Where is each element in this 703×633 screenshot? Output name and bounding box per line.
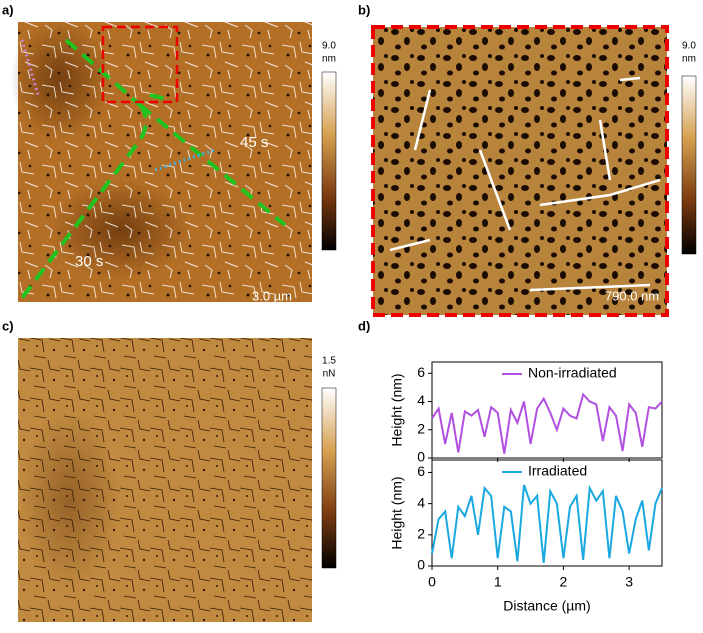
- legend-label: Irradiated: [528, 463, 587, 479]
- x-tick-label: 2: [560, 574, 568, 590]
- colorbar-unit: nN: [323, 369, 336, 380]
- colorbar-label: 1.5: [322, 356, 336, 367]
- x-axis-title: Distance (µm): [503, 598, 590, 614]
- colorbar-unit: nm: [322, 54, 336, 65]
- panel-a: [10, 20, 312, 307]
- panel-b: [371, 25, 669, 317]
- data-line: [431, 484, 663, 563]
- panel-c: [18, 338, 312, 622]
- y-tick-label: 2: [417, 526, 425, 542]
- panel-label: c): [2, 318, 14, 333]
- y-tick-label: 2: [417, 420, 425, 436]
- y-tick-label: 0: [417, 449, 425, 465]
- panel-label: b): [358, 2, 370, 17]
- panel-label: d): [358, 318, 370, 333]
- colorbars: [321, 71, 697, 569]
- x-tick-label: 0: [428, 574, 436, 590]
- y-axis-title: Height (nm): [389, 476, 405, 549]
- x-tick-label: 3: [625, 574, 633, 590]
- colorbar-unit: nm: [682, 54, 696, 65]
- x-tick-label: 1: [494, 574, 502, 590]
- colorbar-label: 9.0: [682, 41, 696, 52]
- y-tick-label: 6: [417, 364, 425, 380]
- annotation: 45 s: [240, 134, 268, 151]
- annotation: 30 s: [75, 253, 103, 270]
- y-tick-label: 4: [417, 494, 425, 510]
- scale-bar-label: 790.0 nm: [605, 288, 659, 303]
- colorbar-label: 9.0: [322, 41, 336, 52]
- plot-frame: [431, 459, 663, 567]
- plot-frame: [431, 361, 663, 459]
- panel-label: a): [2, 2, 14, 17]
- y-tick-label: 4: [417, 392, 425, 408]
- scale-bar-label: 3.0 µm: [252, 288, 292, 303]
- y-tick-label: 6: [417, 463, 425, 479]
- y-axis-title: Height (nm): [389, 373, 405, 446]
- y-tick-label: 0: [417, 557, 425, 573]
- legend-label: Non-irradiated: [528, 365, 617, 381]
- data-line: [431, 392, 663, 454]
